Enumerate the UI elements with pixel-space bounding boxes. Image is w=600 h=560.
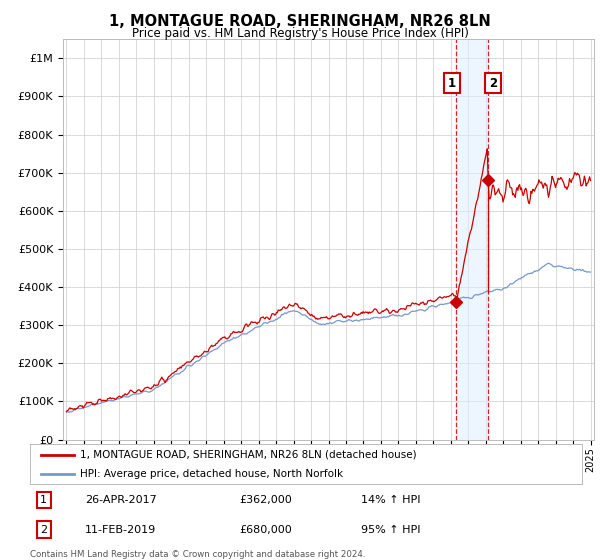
Text: £680,000: £680,000 — [240, 525, 293, 535]
Text: 1: 1 — [448, 77, 456, 90]
Text: 1, MONTAGUE ROAD, SHERINGHAM, NR26 8LN (detached house): 1, MONTAGUE ROAD, SHERINGHAM, NR26 8LN (… — [80, 450, 416, 460]
Text: 14% ↑ HPI: 14% ↑ HPI — [361, 495, 421, 505]
Text: Price paid vs. HM Land Registry's House Price Index (HPI): Price paid vs. HM Land Registry's House … — [131, 27, 469, 40]
Text: 26-APR-2017: 26-APR-2017 — [85, 495, 157, 505]
Text: 1: 1 — [40, 495, 47, 505]
Text: 1, MONTAGUE ROAD, SHERINGHAM, NR26 8LN: 1, MONTAGUE ROAD, SHERINGHAM, NR26 8LN — [109, 14, 491, 29]
Text: 11-FEB-2019: 11-FEB-2019 — [85, 525, 157, 535]
Text: 2: 2 — [40, 525, 47, 535]
Bar — [457, 39, 488, 440]
Text: £362,000: £362,000 — [240, 495, 293, 505]
Text: Contains HM Land Registry data © Crown copyright and database right 2024.
This d: Contains HM Land Registry data © Crown c… — [30, 550, 365, 560]
Text: 2: 2 — [489, 77, 497, 90]
Text: 95% ↑ HPI: 95% ↑ HPI — [361, 525, 421, 535]
Text: HPI: Average price, detached house, North Norfolk: HPI: Average price, detached house, Nort… — [80, 469, 343, 479]
